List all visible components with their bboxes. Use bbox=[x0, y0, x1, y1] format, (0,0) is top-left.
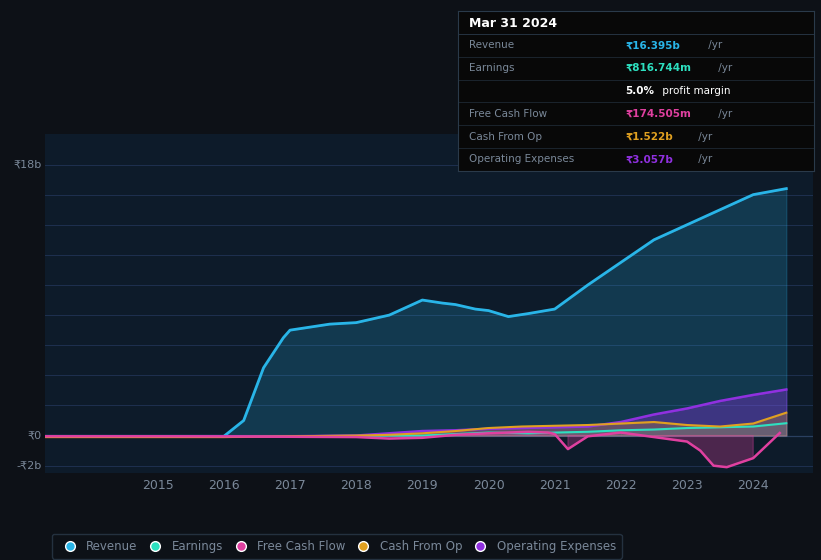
Text: /yr: /yr bbox=[705, 40, 722, 50]
Text: Cash From Op: Cash From Op bbox=[469, 132, 542, 142]
Text: ₹174.505m: ₹174.505m bbox=[626, 109, 691, 119]
Text: Operating Expenses: Operating Expenses bbox=[469, 155, 574, 165]
Text: ₹816.744m: ₹816.744m bbox=[626, 63, 691, 73]
Text: -₹2b: -₹2b bbox=[16, 461, 41, 470]
Legend: Revenue, Earnings, Free Cash Flow, Cash From Op, Operating Expenses: Revenue, Earnings, Free Cash Flow, Cash … bbox=[52, 534, 621, 559]
Text: Earnings: Earnings bbox=[469, 63, 514, 73]
Text: /yr: /yr bbox=[715, 109, 732, 119]
Text: /yr: /yr bbox=[695, 155, 713, 165]
Text: Revenue: Revenue bbox=[469, 40, 514, 50]
Text: ₹1.522b: ₹1.522b bbox=[626, 132, 673, 142]
Text: ₹0: ₹0 bbox=[27, 431, 41, 441]
Text: /yr: /yr bbox=[695, 132, 713, 142]
Text: ₹18b: ₹18b bbox=[13, 160, 41, 170]
Text: ₹3.057b: ₹3.057b bbox=[626, 155, 673, 165]
Text: /yr: /yr bbox=[715, 63, 732, 73]
Text: Mar 31 2024: Mar 31 2024 bbox=[469, 17, 557, 30]
Text: Free Cash Flow: Free Cash Flow bbox=[469, 109, 547, 119]
Text: profit margin: profit margin bbox=[659, 86, 731, 96]
Text: ₹16.395b: ₹16.395b bbox=[626, 40, 681, 50]
Text: 5.0%: 5.0% bbox=[626, 86, 654, 96]
